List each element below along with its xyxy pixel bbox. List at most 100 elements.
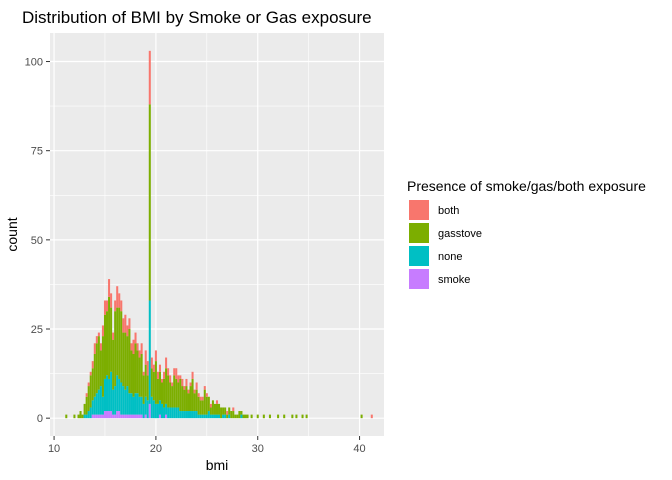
x-tick-label: 10 [48, 443, 60, 455]
histogram-bar-none [173, 407, 176, 419]
histogram-bar-both [89, 371, 92, 376]
histogram-bar-none [124, 389, 127, 415]
histogram-bar-gasstove [130, 350, 133, 394]
histogram-bar-none [116, 375, 119, 412]
histogram-bar-both [101, 325, 104, 337]
histogram-bar-gasstove [116, 307, 119, 376]
histogram-bar-none [183, 411, 186, 419]
histogram-bar-none [218, 414, 221, 419]
histogram-bar-smoke [99, 414, 102, 419]
histogram-bar-gasstove [77, 414, 80, 419]
histogram-bar-gasstove [156, 378, 159, 404]
histogram-bar-gasstove [177, 382, 180, 408]
histogram-bar-gasstove [173, 375, 176, 408]
histogram-bar-smoke [118, 411, 121, 419]
histogram-bar-gasstove [73, 414, 76, 419]
histogram-bar-none [156, 403, 159, 419]
histogram-bar-gasstove [262, 414, 265, 419]
histogram-bar-none [118, 378, 121, 412]
histogram-bar-gasstove [215, 403, 219, 415]
histogram-bar-smoke [110, 411, 113, 419]
histogram-bar-gasstove [89, 375, 92, 408]
histogram-bar-gasstove [226, 414, 229, 419]
histogram-bar-both [158, 364, 161, 372]
histogram-bar-smoke [140, 414, 143, 419]
histogram-bar-smoke [138, 414, 141, 419]
histogram-bar-gasstove [148, 104, 151, 301]
histogram-bar-gasstove [250, 414, 253, 419]
histogram-bar-gasstove [246, 414, 249, 419]
histogram-bar-gasstove [124, 332, 127, 390]
histogram-bar-none [126, 386, 129, 415]
histogram-bar-both [85, 393, 88, 397]
histogram-bar-gasstove [228, 407, 231, 415]
histogram-bar-gasstove [203, 389, 206, 415]
histogram-bar-gasstove [301, 414, 304, 419]
histogram-bar-gasstove [201, 400, 204, 415]
histogram-bar-both [134, 332, 137, 344]
histogram-bar-gasstove [165, 368, 168, 404]
histogram-bars [65, 50, 373, 419]
histogram-bar-gasstove [163, 378, 166, 408]
histogram-bar-smoke [116, 411, 119, 419]
histogram-bar-smoke [97, 414, 100, 419]
histogram-bar-both [142, 371, 145, 376]
histogram-bar-both [232, 407, 235, 412]
histogram-bar-smoke [130, 414, 133, 419]
y-tick-label: 0 [37, 413, 43, 425]
x-tick-label: 20 [150, 443, 162, 455]
histogram-bar-gasstove [224, 407, 227, 415]
histogram-bar-gasstove [91, 368, 94, 401]
histogram-bar-both [215, 400, 219, 404]
histogram-bar-none [185, 411, 188, 419]
histogram-bar-gasstove [120, 311, 123, 383]
histogram-bar-none [148, 300, 151, 404]
histogram-bar-none [181, 411, 184, 419]
histogram-bar-gasstove [283, 414, 286, 419]
histogram-bar-none [160, 403, 164, 419]
histogram-bar-none [140, 396, 143, 415]
histogram-bar-gasstove [181, 386, 184, 412]
histogram-bar-gasstove [146, 375, 149, 401]
histogram-bar-gasstove [167, 375, 170, 408]
histogram-bar-both [167, 368, 170, 376]
histogram-bar-gasstove [110, 307, 113, 372]
histogram-bar-none [167, 407, 170, 419]
histogram-bar-both [138, 350, 141, 358]
x-axis-label: bmi [206, 457, 229, 473]
histogram-bar-gasstove [106, 311, 109, 376]
histogram-bar-both [203, 386, 206, 390]
histogram-bar-none [191, 411, 194, 419]
histogram-bar-gasstove [122, 332, 125, 387]
histogram-bar-none [112, 389, 115, 415]
histogram-bar-none [138, 396, 141, 415]
histogram-bar-gasstove [195, 389, 198, 412]
histogram-bar-both [191, 371, 194, 379]
histogram-bar-none [120, 382, 123, 415]
histogram-bar-both [97, 332, 100, 337]
histogram-bar-gasstove [128, 329, 131, 394]
histogram-bar-none [110, 371, 113, 412]
histogram-bar-both [201, 396, 204, 401]
histogram-bar-both [226, 411, 229, 415]
histogram-bar-none [195, 411, 198, 419]
histogram-bar-smoke [122, 414, 125, 419]
histogram-bar-none [103, 378, 107, 412]
histogram-bar-gasstove [189, 386, 192, 412]
histogram-bar-none [87, 411, 90, 419]
grid-lines [50, 33, 384, 436]
histogram-bar-both [108, 279, 111, 297]
legend-key-smoke [409, 269, 429, 289]
histogram-bar-gasstove [193, 393, 196, 412]
histogram-bar-none [199, 414, 202, 419]
histogram-bar-both [144, 350, 147, 365]
histogram-bar-both [132, 339, 135, 354]
histogram-bar-gasstove [222, 407, 225, 415]
histogram-bar-none [150, 396, 153, 419]
histogram-bar-none [144, 396, 147, 415]
legend-label-none: none [438, 251, 462, 263]
histogram-bar-gasstove [103, 314, 107, 379]
histogram-bar-none [89, 407, 92, 419]
histogram-bar-both [95, 336, 98, 344]
histogram-bar-gasstove [187, 393, 190, 412]
